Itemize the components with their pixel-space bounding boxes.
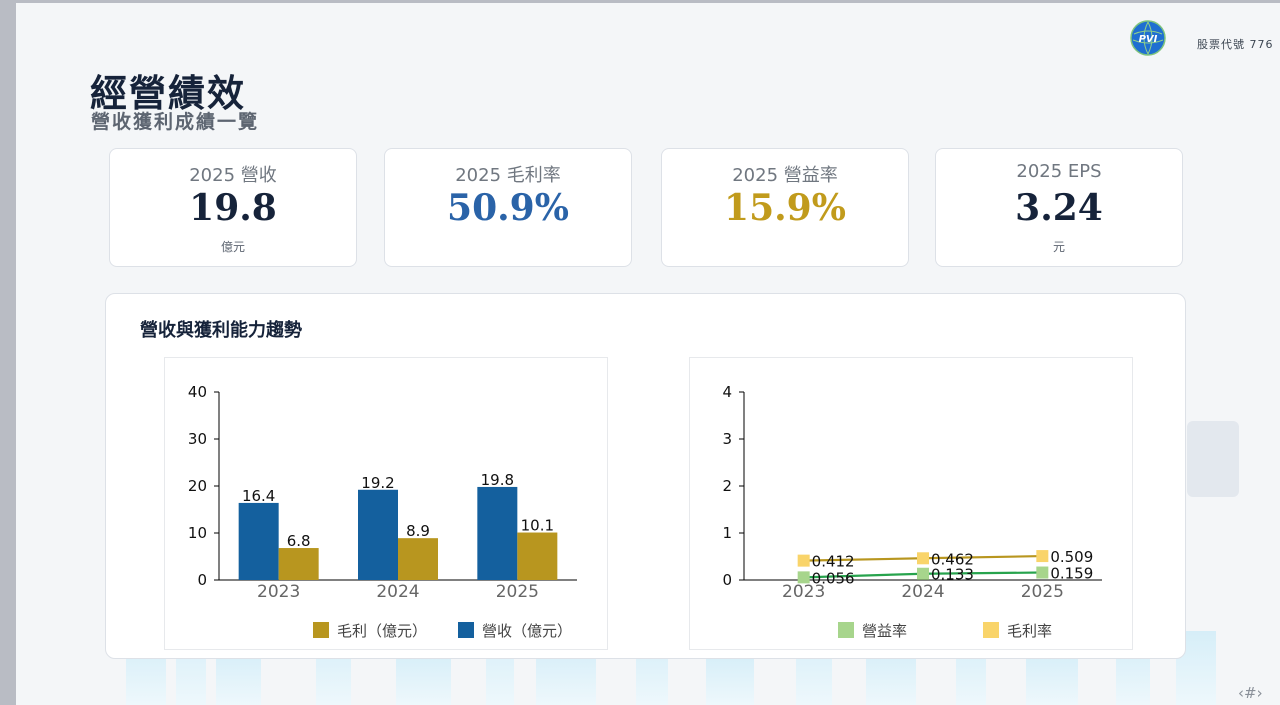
bar-毛利億元-2025 — [517, 532, 558, 580]
point-毛利率-2025 — [1036, 550, 1049, 563]
y-tick-label: 30 — [188, 430, 207, 448]
kpi-value: 3.24 — [1015, 187, 1103, 229]
decorative-panel — [1187, 421, 1239, 497]
x-tick-label: 2023 — [782, 582, 825, 602]
legend-swatch — [458, 622, 474, 638]
data-label: 6.8 — [287, 532, 311, 550]
y-tick-label: 0 — [722, 571, 732, 589]
kpi-card-gross-margin: 2025 毛利率 50.9% — [384, 148, 632, 267]
data-label: 19.8 — [481, 471, 514, 489]
x-tick-label: 2024 — [376, 582, 419, 602]
legend-swatch — [983, 622, 999, 638]
data-label: 8.9 — [406, 522, 430, 540]
pvi-logo: PVI — [1130, 20, 1166, 56]
page-title: 經營績效 — [90, 72, 246, 115]
kpi-unit: 元 — [1052, 240, 1065, 254]
x-tick-label: 2025 — [496, 582, 539, 602]
kpi-label: 2025 營收 — [189, 165, 277, 186]
data-label: 0.133 — [931, 566, 974, 584]
bar-毛利億元-2023 — [278, 548, 319, 580]
kpi-label: 2025 營益率 — [732, 165, 838, 186]
legend-label: 營收（億元） — [482, 622, 572, 640]
y-tick-label: 20 — [188, 477, 207, 495]
bar-毛利億元-2024 — [398, 538, 438, 580]
data-label: 0.462 — [931, 550, 974, 568]
kpi-card-revenue: 2025 營收 19.8 億元 — [109, 148, 357, 267]
data-label: 16.4 — [242, 487, 275, 505]
slide: PVI 股票代號 776 經營績效 營收獲利成績一覽 2025 營收 19.8 … — [16, 3, 1280, 705]
legend-label: 毛利（億元） — [337, 622, 427, 640]
y-tick-label: 3 — [722, 430, 732, 448]
kpi-value: 15.9% — [724, 187, 846, 229]
point-營益率-2023 — [797, 571, 810, 584]
data-label: 10.1 — [521, 517, 554, 535]
kpi-card-operating-margin: 2025 營益率 15.9% — [661, 148, 909, 267]
bar-營收億元-2023 — [238, 502, 279, 580]
legend-swatch — [313, 622, 329, 638]
y-tick-label: 0 — [197, 571, 207, 589]
legend-label: 營益率 — [862, 622, 907, 640]
margin-line-chart: 0 1 2 3 4 2023 2024 2025 0.056 0.133 0.159 0.412 0.4… — [722, 383, 1102, 640]
trend-chart-panel: 營收與獲利能力趨勢 0 10 20 30 40 2023 16.4 6.8 2024 19.2 8.… — [105, 293, 1186, 659]
kpi-label: 2025 EPS — [1016, 161, 1102, 182]
kpi-value: 50.9% — [447, 187, 569, 229]
x-tick-label: 2023 — [257, 582, 300, 602]
point-毛利率-2023 — [797, 554, 810, 567]
data-label: 19.2 — [361, 474, 394, 492]
bar-營收億元-2025 — [477, 486, 518, 580]
point-毛利率-2024 — [917, 552, 929, 565]
data-label: 0.509 — [1050, 548, 1093, 566]
y-tick-label: 2 — [722, 477, 732, 495]
kpi-label: 2025 毛利率 — [455, 165, 561, 186]
data-label: 0.412 — [812, 553, 855, 571]
x-tick-label: 2025 — [1021, 582, 1064, 602]
kpi-card-eps: 2025 EPS 3.24 元 — [935, 148, 1183, 267]
page-number: ‹#› — [1238, 684, 1263, 702]
stock-code: 股票代號 776 — [1197, 38, 1274, 51]
bar-chart-container: 0 10 20 30 40 2023 16.4 6.8 2024 19.2 8.9 2025 19.8 1… — [164, 357, 608, 650]
y-tick-label: 1 — [722, 524, 732, 542]
panel-title: 營收與獲利能力趨勢 — [140, 320, 302, 341]
line-chart-container: 0 1 2 3 4 2023 2024 2025 0.056 0.133 0.159 0.412 0.4… — [689, 357, 1133, 650]
bar-營收億元-2024 — [358, 489, 398, 580]
y-tick-label: 10 — [188, 524, 207, 542]
kpi-unit: 億元 — [220, 240, 245, 254]
legend-swatch — [838, 622, 854, 638]
data-label: 0.159 — [1050, 565, 1093, 583]
svg-text:PVI: PVI — [1139, 34, 1158, 45]
point-營益率-2025 — [1036, 566, 1049, 579]
data-label: 0.056 — [812, 569, 855, 587]
y-tick-label: 40 — [188, 383, 207, 401]
revenue-profit-bar-chart: 0 10 20 30 40 2023 16.4 6.8 2024 19.2 8.9 2025 19.8 1… — [188, 383, 577, 640]
legend-label: 毛利率 — [1007, 622, 1052, 640]
point-營益率-2024 — [917, 567, 929, 580]
kpi-value: 19.8 — [189, 187, 277, 229]
page-subtitle: 營收獲利成績一覽 — [91, 111, 260, 133]
x-tick-label: 2024 — [901, 582, 944, 602]
y-tick-label: 4 — [722, 383, 732, 401]
